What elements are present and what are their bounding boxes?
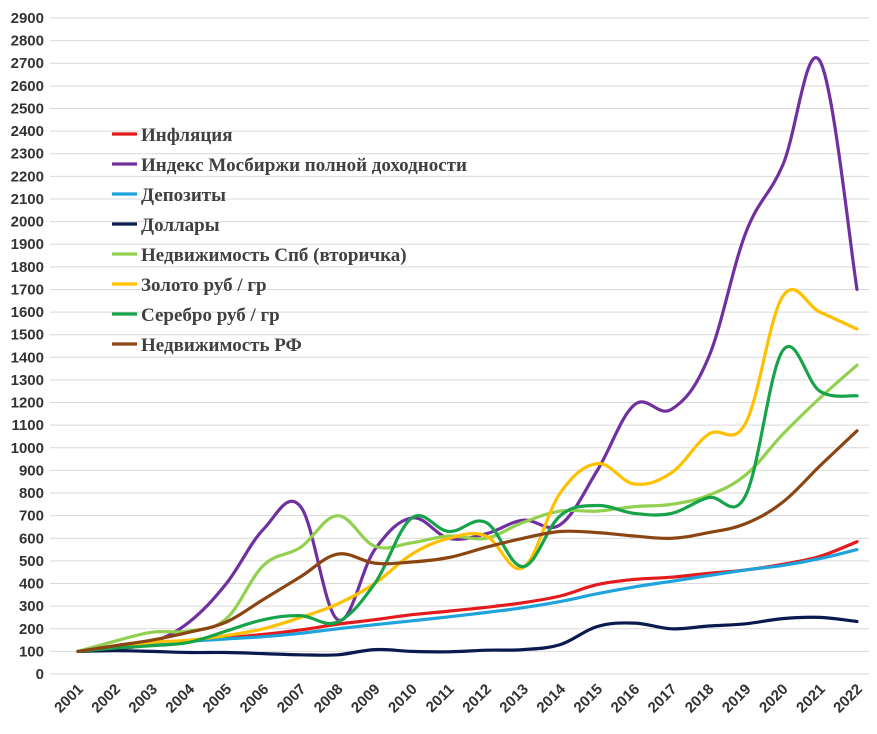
y-tick-label: 900 xyxy=(19,462,44,479)
y-tick-label: 1300 xyxy=(11,372,44,389)
legend-label: Золото руб / гр xyxy=(141,275,267,296)
grid-lines xyxy=(50,17,869,675)
x-tick-label: 2020 xyxy=(756,681,792,717)
y-tick-label: 1500 xyxy=(11,327,44,344)
y-tick-label: 2700 xyxy=(11,55,44,72)
series-line-1 xyxy=(76,540,859,653)
x-tick-label: 2005 xyxy=(200,681,236,717)
legend-label: Индекс Мосбиржи полной доходности xyxy=(141,155,467,176)
y-tick-label: 2200 xyxy=(11,168,44,185)
y-tick-label: 1800 xyxy=(11,259,44,276)
y-tick-label: 2100 xyxy=(11,191,44,208)
y-tick-label: 2600 xyxy=(11,78,44,95)
y-tick-label: 1900 xyxy=(11,236,44,253)
x-tick-label: 2018 xyxy=(682,681,718,717)
y-tick-label: 2500 xyxy=(11,100,44,117)
y-tick-label: 2400 xyxy=(11,123,44,140)
y-tick-label: 100 xyxy=(19,643,44,660)
y-tick-label: 1200 xyxy=(11,395,44,412)
legend-label: Депозиты xyxy=(141,185,226,206)
legend: Инфляция Индекс Мосбиржи полной доходност… xyxy=(112,125,467,356)
y-tick-label: 300 xyxy=(19,598,44,615)
x-tick-label: 2012 xyxy=(459,681,495,717)
y-tick-label: 1600 xyxy=(11,304,44,321)
x-tick-label: 2013 xyxy=(496,681,532,717)
x-tick-label: 2019 xyxy=(719,681,755,717)
series-line-2 xyxy=(76,56,859,653)
axes: 0 100 200 300 400 500 600 700 800 900 1000 1100 1200… xyxy=(11,10,866,716)
y-tick-label: 1100 xyxy=(11,417,44,434)
legend-label: Недвижимость Спб (вторичка) xyxy=(141,245,407,266)
y-tick-label: 1400 xyxy=(11,349,44,366)
y-tick-label: 2300 xyxy=(11,146,44,163)
y-tick-label: 2800 xyxy=(11,33,44,50)
x-tick-label: 2009 xyxy=(348,681,384,717)
series-lines xyxy=(76,56,859,657)
y-tick-label: 1000 xyxy=(11,440,44,457)
x-tick-label: 2007 xyxy=(274,681,310,717)
y-tick-label: 200 xyxy=(19,621,44,638)
y-tick-label: 500 xyxy=(19,553,44,570)
x-tick-label: 2022 xyxy=(830,681,866,717)
series-line-3 xyxy=(76,548,859,653)
y-tick-label: 1700 xyxy=(11,281,44,298)
x-tick-label: 2010 xyxy=(385,681,421,717)
y-tick-label: 2900 xyxy=(11,10,44,27)
x-tick-label: 2008 xyxy=(311,681,347,717)
series-line-8 xyxy=(76,429,859,653)
legend-label: Серебро руб / гр xyxy=(141,305,280,326)
y-tick-label: 800 xyxy=(19,485,44,502)
y-tick-label: 2000 xyxy=(11,214,44,231)
x-tick-label: 2016 xyxy=(608,681,644,717)
x-tick-label: 2002 xyxy=(88,681,124,717)
y-tick-label: 0 xyxy=(36,666,44,683)
x-tick-label: 2011 xyxy=(423,681,458,716)
y-tick-label: 700 xyxy=(19,508,44,525)
x-tick-label: 2021 xyxy=(793,681,829,717)
series-line-6 xyxy=(76,287,859,653)
x-tick-label: 2014 xyxy=(533,680,569,716)
x-tick-label: 2001 xyxy=(51,681,87,717)
legend-label: Доллары xyxy=(141,215,220,236)
legend-label: Инфляция xyxy=(141,125,233,146)
series-line-7 xyxy=(76,345,859,653)
x-tick-label: 2015 xyxy=(571,681,607,717)
legend-label: Недвижимость РФ xyxy=(141,335,302,356)
x-tick-label: 2004 xyxy=(162,680,198,716)
series-line-4 xyxy=(76,615,859,657)
x-tick-label: 2006 xyxy=(237,681,273,717)
x-tick-label: 2017 xyxy=(645,681,681,717)
y-tick-label: 600 xyxy=(19,530,44,547)
y-tick-label: 400 xyxy=(19,576,44,593)
x-tick-label: 2003 xyxy=(125,681,161,717)
